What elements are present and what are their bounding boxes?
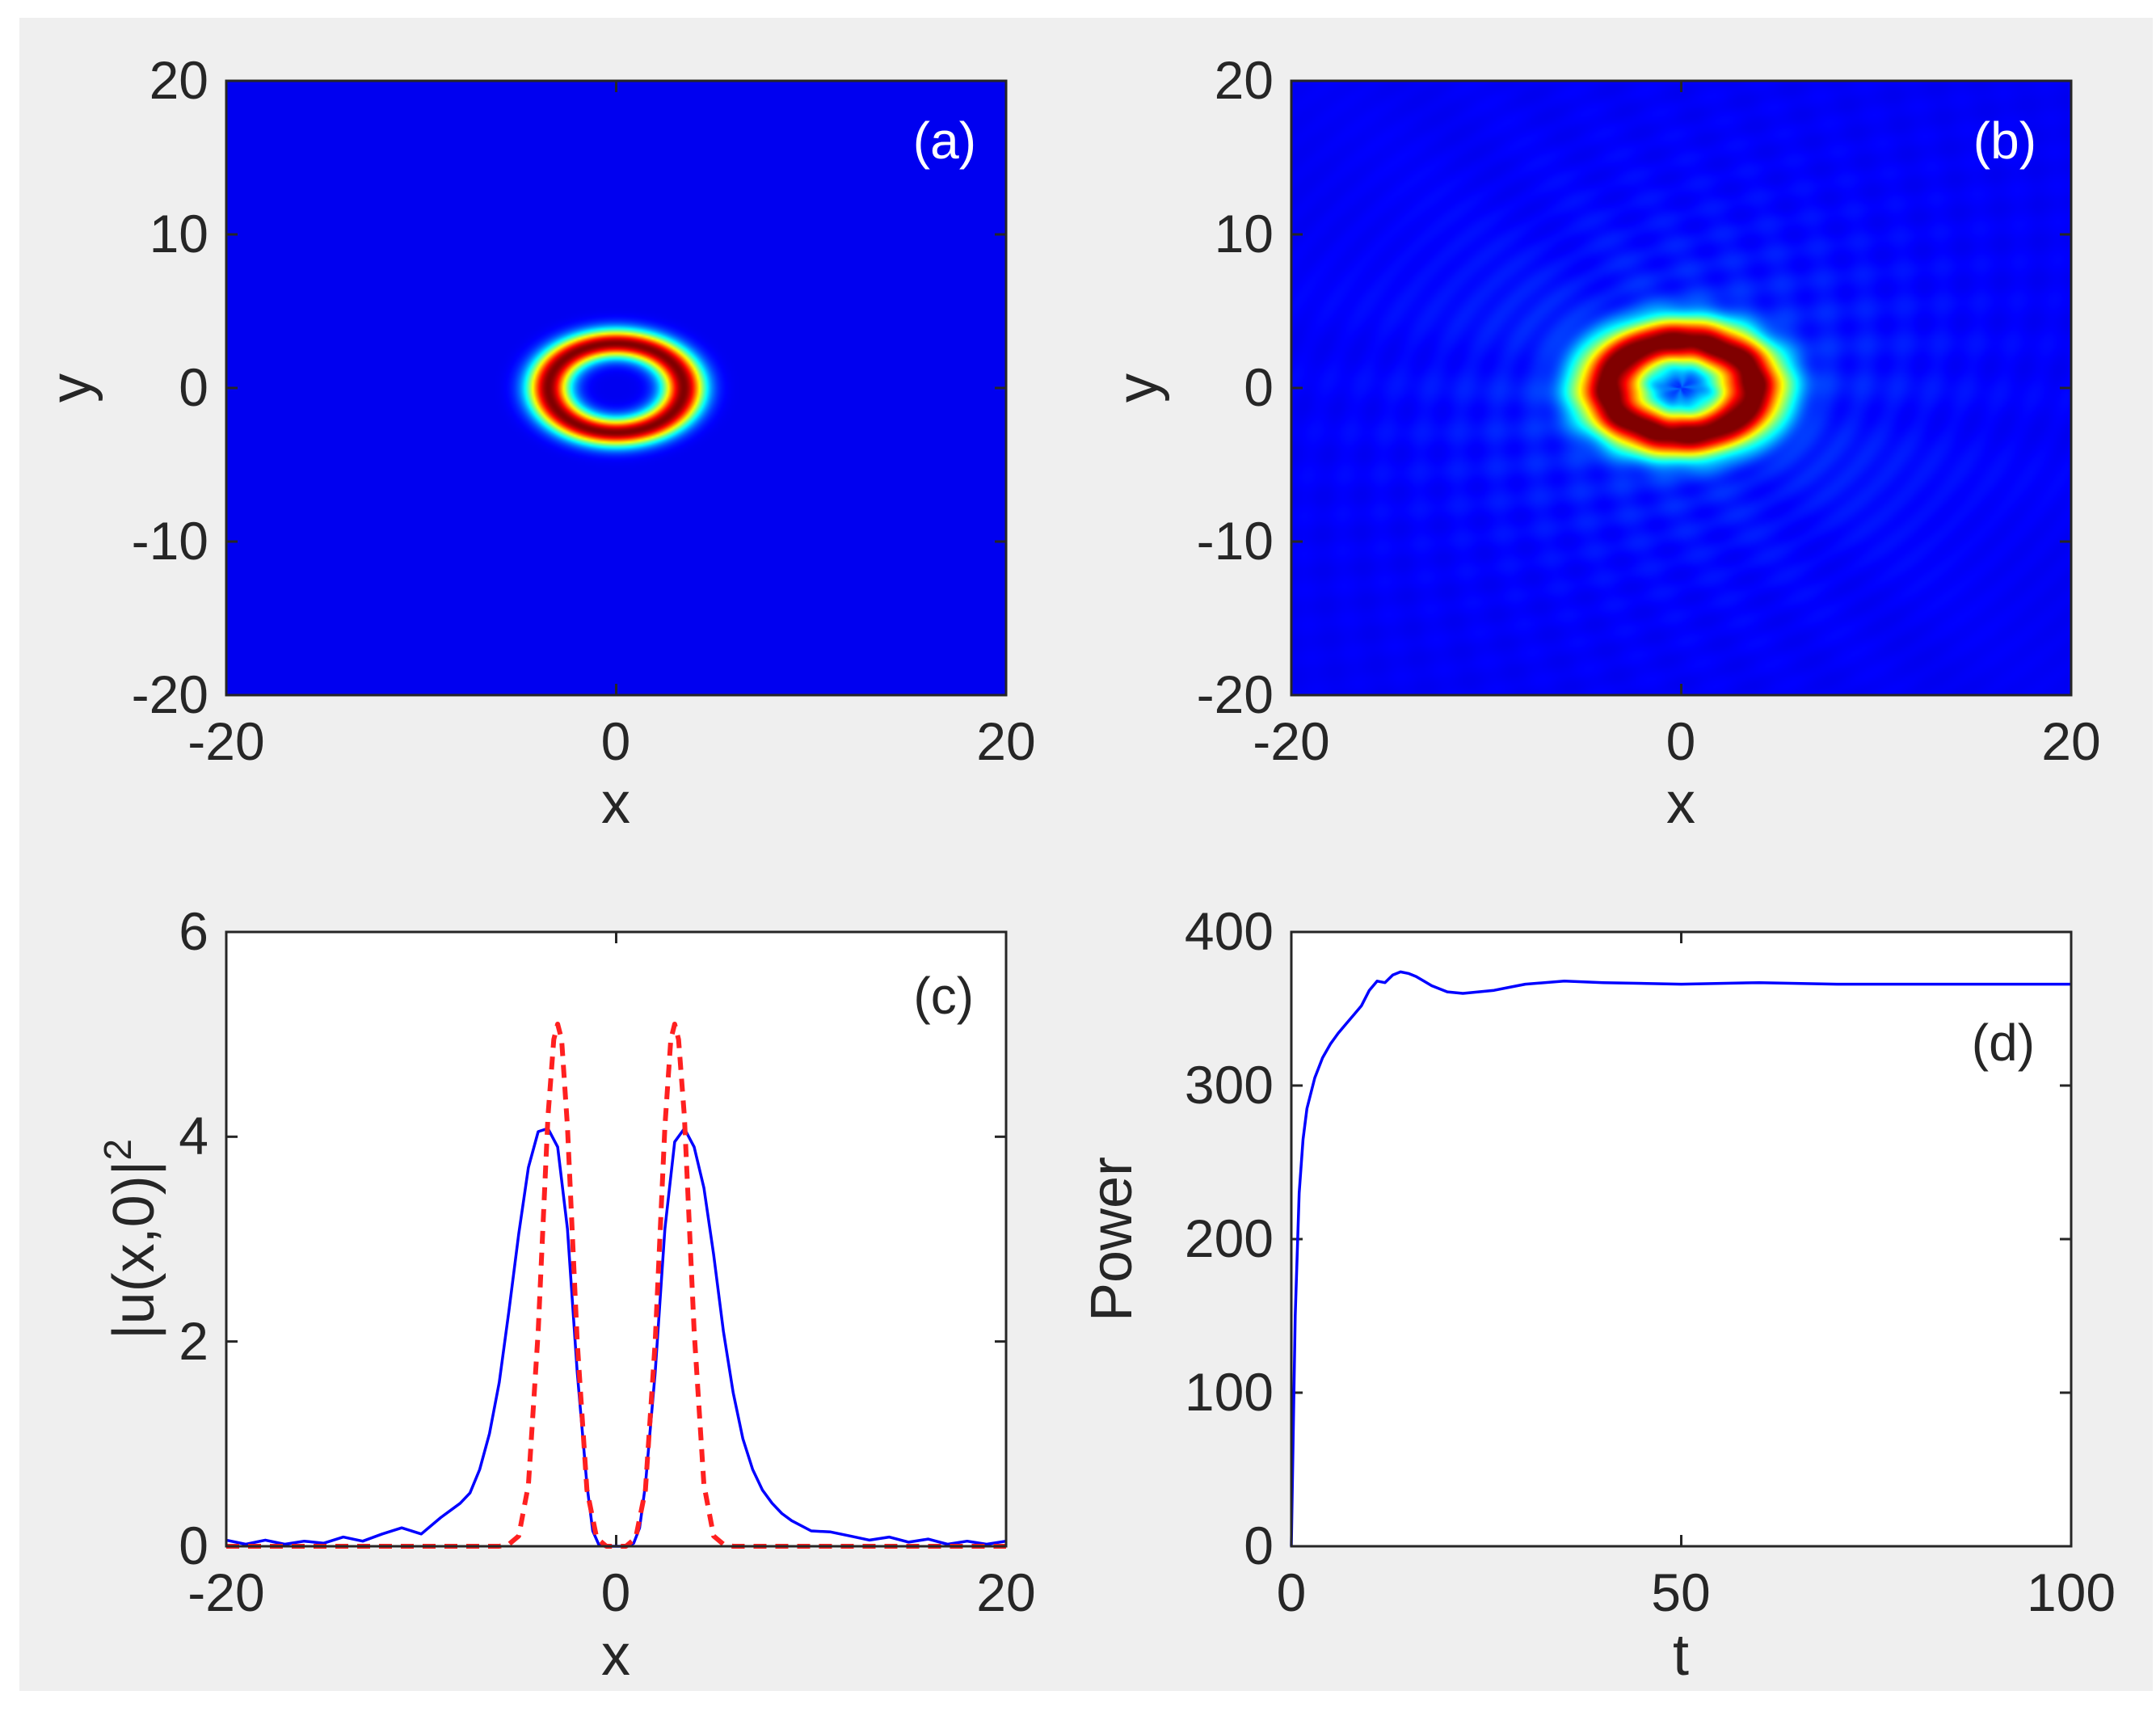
xtick-a-2: 20: [976, 711, 1035, 771]
ytick-c-3: 0: [179, 1516, 208, 1575]
ytick-c-2: 2: [179, 1311, 208, 1371]
heatmap-b: [1291, 81, 2071, 695]
xtick-b-1: 0: [1666, 711, 1696, 771]
ytick-a-2: 0: [179, 357, 208, 417]
ytick-d-2: 200: [1185, 1208, 1274, 1268]
ylabel-c-superscript: 2: [97, 1139, 140, 1161]
panel-a: (a) -20 0 20 20 10 0 -10 -20 x y: [39, 50, 1036, 836]
xtick-d-2: 100: [2027, 1562, 2116, 1622]
ytick-b-2: 0: [1244, 357, 1274, 417]
axes-frame-a: [225, 79, 1008, 697]
axes-frame-b: [1290, 79, 2073, 697]
xlabel-c: x: [601, 1623, 630, 1688]
ylabel-b: y: [1105, 373, 1170, 403]
plot-area-c: [226, 932, 1006, 1546]
xtick-d-0: 0: [1277, 1562, 1307, 1622]
series-line-c-1: [226, 1022, 1006, 1549]
ytick-c-1: 4: [179, 1106, 208, 1166]
ytick-d-1: 300: [1185, 1055, 1274, 1115]
ytick-d-4: 0: [1244, 1516, 1274, 1575]
ytick-a-3: -10: [132, 511, 208, 571]
panel-b: (b) -20 0 20 20 10 0 -10 -20 x y: [1105, 50, 2101, 836]
ytick-b-4: -20: [1197, 664, 1274, 724]
heatmap-a: [226, 81, 1006, 695]
panel-c: (c) -20 0 20 6 4 2 0 x |u(x,0)|2: [97, 901, 1036, 1688]
ytick-a-0: 20: [149, 50, 208, 110]
xtick-c-1: 0: [601, 1562, 631, 1622]
xtick-c-2: 20: [976, 1562, 1035, 1622]
ytick-d-0: 400: [1185, 901, 1274, 961]
xtick-b-2: 20: [2041, 711, 2100, 771]
ylabel-c: |u(x,0)|2: [97, 1139, 166, 1339]
xtick-b-0: -20: [1253, 711, 1329, 771]
xlabel-d: t: [1673, 1623, 1689, 1688]
xtick-a-1: 0: [601, 711, 631, 771]
series-line-d-0: [1290, 970, 2071, 1547]
xtick-a-0: -20: [187, 711, 264, 771]
lines-d: [1290, 970, 2071, 1547]
xlabel-a: x: [601, 771, 630, 836]
axes-frame-c: [225, 930, 1008, 1548]
panel-label-c: (c): [913, 967, 974, 1025]
xlabel-b: x: [1666, 771, 1695, 836]
axes-frame-d: [1290, 930, 2073, 1548]
panel-label-d: (d): [1972, 1014, 2035, 1072]
ytick-b-3: -10: [1197, 511, 1274, 571]
panel-d: (d) 0 50 100 400 300 200 100 0 t Power: [1080, 901, 2116, 1688]
ylabel-d: Power: [1080, 1157, 1144, 1322]
ytick-c-0: 6: [179, 901, 208, 961]
ytick-b-1: 10: [1215, 204, 1274, 264]
panel-label-b: (b): [1973, 112, 2036, 170]
plot-area-d: [1291, 932, 2071, 1546]
panel-label-a: (a): [913, 112, 976, 170]
ylabel-c-main: |u(x,0)|: [102, 1161, 166, 1339]
ytick-a-4: -20: [132, 664, 208, 724]
ytick-b-0: 20: [1215, 50, 1274, 110]
ytick-a-1: 10: [149, 204, 208, 264]
ytick-d-3: 100: [1185, 1362, 1274, 1422]
ylabel-a: y: [39, 373, 103, 403]
xtick-c-0: -20: [187, 1562, 264, 1622]
xtick-d-1: 50: [1651, 1562, 1710, 1622]
